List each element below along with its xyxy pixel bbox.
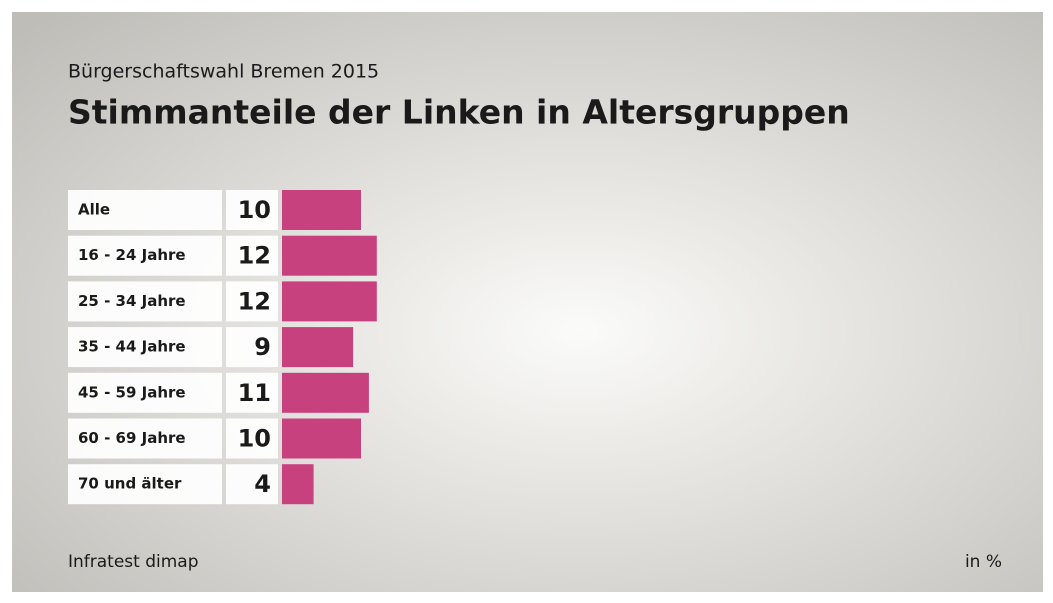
value-cell [226,418,278,459]
category-label: 45 - 59 Jahre [78,383,186,401]
label-cell [68,372,222,413]
value-cell [226,190,278,230]
value-cell [226,281,278,322]
chart-title: Stimmanteile der Linken in Altersgruppen [68,93,850,132]
category-label: Alle [78,201,110,219]
unit-note: in % [965,552,1002,572]
category-label: 35 - 44 Jahre [78,338,186,356]
category-label: 60 - 69 Jahre [78,429,186,447]
value-cell [226,327,278,368]
value-cell [226,372,278,413]
value-label: 4 [254,470,271,498]
bar [282,418,361,459]
label-cell [68,281,222,322]
bar [282,372,369,413]
label-cell [68,464,222,505]
label-cell [68,235,222,276]
bar [282,327,354,368]
value-label: 10 [238,425,271,453]
category-label: 25 - 34 Jahre [78,292,186,310]
value-label: 12 [238,287,271,315]
label-cell [68,327,222,368]
label-cell [68,418,222,459]
value-label: 10 [238,196,271,224]
bar [282,281,377,322]
chart-subtitle: Bürgerschaftswahl Bremen 2015 [68,61,379,83]
value-label: 12 [238,242,271,270]
bar [282,464,314,505]
label-cell [68,190,222,230]
value-label: 9 [254,333,271,361]
category-label: 70 und älter [78,475,182,493]
bar [282,190,361,230]
value-cell [226,464,278,505]
value-cell [226,235,278,276]
source: Infratest dimap [68,552,199,572]
bar [282,235,377,276]
value-label: 11 [238,379,271,407]
category-label: 16 - 24 Jahre [78,246,186,264]
